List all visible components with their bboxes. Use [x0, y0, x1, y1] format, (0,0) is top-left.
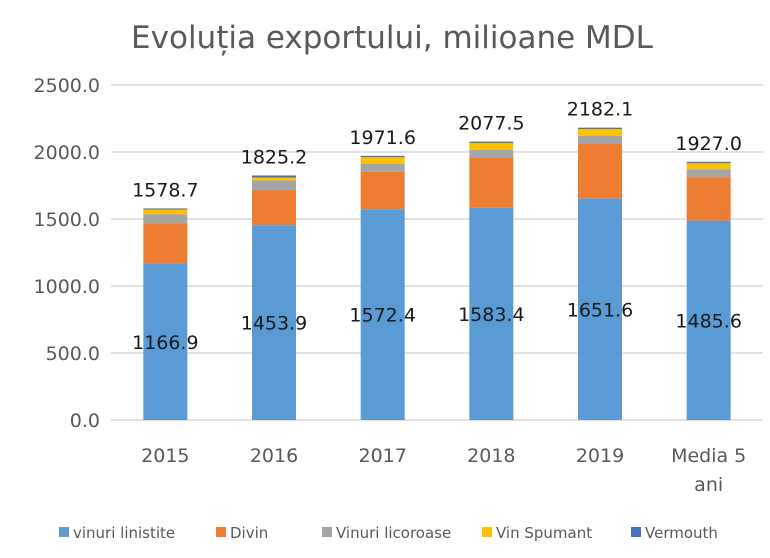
bar-segment-vermouth — [360, 155, 405, 158]
y-tick-label: 1500.0 — [34, 209, 100, 231]
total-label: 1825.2 — [241, 146, 307, 168]
bar-segment-divin — [360, 171, 405, 210]
y-tick-label: 2500.0 — [34, 75, 100, 97]
bar-segment-divin — [578, 144, 622, 199]
legend-swatch — [216, 527, 226, 537]
x-tick-label: Media 5 — [671, 445, 746, 467]
legend: vinuri linistite Divin Vinuri licoroase Vin… — [59, 524, 718, 542]
bar-segment-vermouth — [143, 208, 188, 210]
bar-segment-vinuri-linistite — [360, 209, 405, 420]
bar-segment-vinuri-linistite — [578, 198, 622, 420]
x-tick-label: ani — [694, 474, 723, 496]
bar-stack — [252, 175, 296, 420]
bar-segment-vin-spumant — [143, 209, 188, 215]
bar-segment-vinuri-licoroase — [143, 214, 188, 224]
legend-label: Vin Spumant — [496, 524, 592, 542]
legend-item: Vinuri licoroase — [322, 524, 451, 542]
total-label: 1578.7 — [132, 179, 198, 201]
bar-segment-vinuri-linistite — [143, 263, 188, 420]
bar-segment-vin-spumant — [686, 163, 731, 170]
y-tick-label: 2000.0 — [34, 142, 100, 164]
bar-stack — [360, 155, 405, 420]
chart-title: Evoluția exportului, milioane MDL — [131, 20, 654, 56]
bar-stack — [686, 161, 731, 420]
bar-segment-vinuri-linistite — [469, 207, 514, 420]
legend-item: Vermouth — [631, 524, 718, 542]
bar-segment-divin — [252, 190, 296, 226]
bar-segment-vinuri-licoroase — [469, 149, 514, 158]
bar-segment-vinuri-licoroase — [360, 163, 405, 172]
x-tick-label: 2015 — [141, 445, 189, 467]
legend-item: Divin — [216, 524, 268, 542]
bar-stack — [469, 141, 514, 420]
bar-stack — [578, 127, 622, 420]
legend-label: vinuri linistite — [73, 524, 175, 542]
bar-segment-vermouth — [469, 141, 514, 143]
y-tick-label: 500.0 — [46, 343, 100, 365]
legend-label: Vinuri licoroase — [336, 524, 451, 542]
bar-segment-vinuri-linistite — [252, 225, 296, 420]
legend-item: vinuri linistite — [59, 524, 175, 542]
x-tick-label: 2018 — [467, 445, 515, 467]
bar-stack — [143, 208, 188, 420]
y-tick-label: 0.0 — [70, 410, 100, 432]
legend-swatch — [322, 527, 332, 537]
x-tick-label: 2016 — [250, 445, 298, 467]
bar-segment-vermouth — [578, 127, 622, 130]
bar-segment-vin-spumant — [469, 142, 514, 150]
legend-label: Vermouth — [645, 524, 718, 542]
legend-swatch — [482, 527, 492, 537]
total-label: 1927.0 — [675, 133, 741, 155]
legend-label: Divin — [230, 524, 268, 542]
bar-segment-divin — [469, 157, 514, 208]
legend-item: Vin Spumant — [482, 524, 592, 542]
total-label: 1971.6 — [349, 127, 415, 149]
segment-value-label: 1651.6 — [567, 299, 633, 321]
segment-value-label: 1453.9 — [241, 313, 307, 335]
y-tick-label: 1000.0 — [34, 276, 100, 298]
bar-segment-vinuri-licoroase — [252, 180, 296, 191]
gridlines — [111, 84, 763, 421]
bar-segment-vermouth — [252, 175, 296, 178]
segment-value-label: 1485.6 — [675, 310, 741, 332]
bar-segment-vinuri-licoroase — [686, 169, 731, 178]
total-label: 2182.1 — [567, 99, 633, 121]
bar-segment-vinuri-linistite — [686, 220, 731, 420]
x-tick-label: 2019 — [576, 445, 624, 467]
segment-value-label: 1166.9 — [132, 332, 198, 354]
x-axis: 2015 2016 2017 2018 2019 Media 5 ani — [141, 445, 746, 496]
total-label: 2077.5 — [458, 113, 524, 135]
bar-segment-vin-spumant — [360, 157, 405, 164]
legend-swatch — [59, 527, 69, 537]
x-tick-label: 2017 — [358, 445, 406, 467]
bar-segment-vinuri-licoroase — [578, 135, 622, 145]
bar-segment-vermouth — [686, 161, 731, 164]
y-axis: 0.0 500.0 1000.0 1500.0 2000.0 2500.0 — [34, 75, 100, 432]
bar-segment-vin-spumant — [252, 177, 296, 181]
bars — [143, 127, 731, 420]
legend-swatch — [631, 527, 641, 537]
bar-segment-vin-spumant — [578, 129, 622, 136]
bar-segment-divin — [686, 177, 731, 221]
segment-value-label: 1572.4 — [349, 305, 415, 327]
bar-segment-divin — [143, 223, 188, 264]
segment-value-label: 1583.4 — [458, 304, 524, 326]
data-labels: 1578.7 1166.9 1825.2 1453.9 1971.6 1572.4 2077… — [132, 99, 742, 354]
